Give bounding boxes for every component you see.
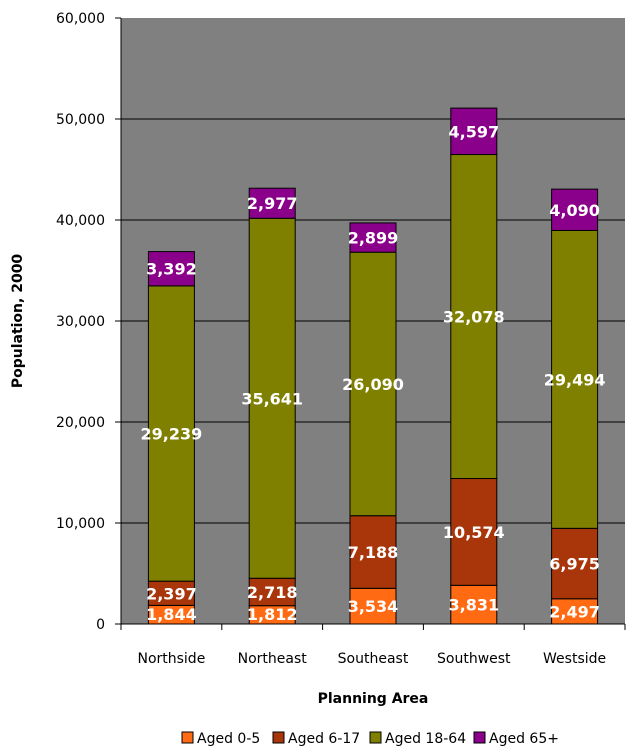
legend-label-aged-0-5: Aged 0-5 [197,731,260,747]
legend-label-aged-6-17: Aged 6-17 [288,731,360,747]
bar-southwest-aged-65 [450,107,498,156]
bar-southeast-aged-65 [349,222,397,253]
y-tick-label-40-000: 40,000 [56,213,105,229]
data-label-northside-aged-18-64: 29,239 [141,425,203,444]
data-label-southeast-aged-6-17: 7,188 [348,543,399,562]
bar-northeast-aged-65 [248,187,296,219]
bar-westside-aged-0-5 [551,598,599,625]
bar-southwest-aged-18-64 [450,154,498,480]
data-label-westside-aged-18-64: 29,494 [544,370,606,389]
bar-northside-aged-65 [147,251,195,287]
y-tick-label-50-000: 50,000 [56,112,105,128]
y-tick-label-0: 0 [96,617,105,633]
data-label-westside-aged-6-17: 6,975 [549,555,600,574]
data-label-northeast-aged-65: 2,977 [247,194,298,213]
y-axis-title: Population, 2000 [10,254,26,389]
data-label-southeast-aged-18-64: 26,090 [342,375,404,394]
bar-southeast-aged-0-5 [349,587,397,625]
x-tick-label-southeast: Southeast [338,651,409,667]
x-axis-title: Planning Area [318,691,429,707]
bar-southeast-aged-6-17 [349,515,397,589]
y-tick-label-20-000: 20,000 [56,415,105,431]
bar-northside-aged-18-64 [147,285,195,582]
bar-northeast-aged-18-64 [248,217,296,579]
plot-area: 1,844 2,397 29,239 3,392 1,812 2,718 35,641 2,9… [121,18,625,625]
legend-swatch-aged-0-5 [181,731,194,744]
data-label-southwest-aged-6-17: 10,574 [443,523,505,542]
bar-northside-aged-6-17 [147,580,195,606]
bar-southwest-aged-6-17 [450,478,498,586]
y-tick-label-30-000: 30,000 [56,314,105,330]
data-label-northeast-aged-6-17: 2,718 [247,583,298,602]
y-axis: 0 10,000 20,000 30,000 40,000 50,000 60,000 [56,11,122,633]
legend-swatch-aged-6-17 [272,731,285,744]
x-axis: Northside Northeast Southeast Southwest West… [120,623,626,667]
data-label-northside-aged-6-17: 2,397 [146,584,197,603]
y-tick-label-60-000: 60,000 [56,11,105,27]
data-label-southwest-aged-18-64: 32,078 [443,308,505,327]
data-label-northside-aged-65: 3,392 [146,260,197,279]
bar-westside-aged-6-17 [551,527,599,600]
data-label-southwest-aged-65: 4,597 [448,122,499,141]
x-tick-label-northside: Northside [137,651,205,667]
data-label-southeast-aged-65: 2,899 [348,229,399,248]
bar-southwest-aged-0-5 [450,584,498,625]
data-label-westside-aged-65: 4,090 [549,201,600,220]
x-tick-label-northeast: Northeast [238,651,308,667]
legend-swatch-aged-65 [473,731,486,744]
data-label-northside-aged-0-5: 1,844 [146,605,197,624]
data-label-northeast-aged-0-5: 1,812 [247,605,298,624]
bar-westside-aged-18-64 [551,229,599,529]
data-label-westside-aged-0-5: 2,497 [549,602,600,621]
x-tick-label-westside: Westside [543,651,606,667]
legend: Aged 0-5 Aged 6-17 Aged 18-64 Aged 65+ [181,731,559,747]
bar-southeast-aged-18-64 [349,251,397,517]
x-tick-label-southwest: Southwest [437,651,511,667]
legend-swatch-aged-18-64 [369,731,382,744]
bar-westside-aged-65 [551,188,599,231]
legend-label-aged-18-64: Aged 18-64 [385,731,466,747]
bar-northeast-aged-6-17 [248,577,296,607]
data-label-southwest-aged-0-5: 3,831 [448,596,499,615]
y-tick-label-10-000: 10,000 [56,516,105,532]
legend-label-aged-65: Aged 65+ [489,731,559,747]
data-label-southeast-aged-0-5: 3,534 [348,597,399,616]
data-label-northeast-aged-18-64: 35,641 [241,389,303,408]
